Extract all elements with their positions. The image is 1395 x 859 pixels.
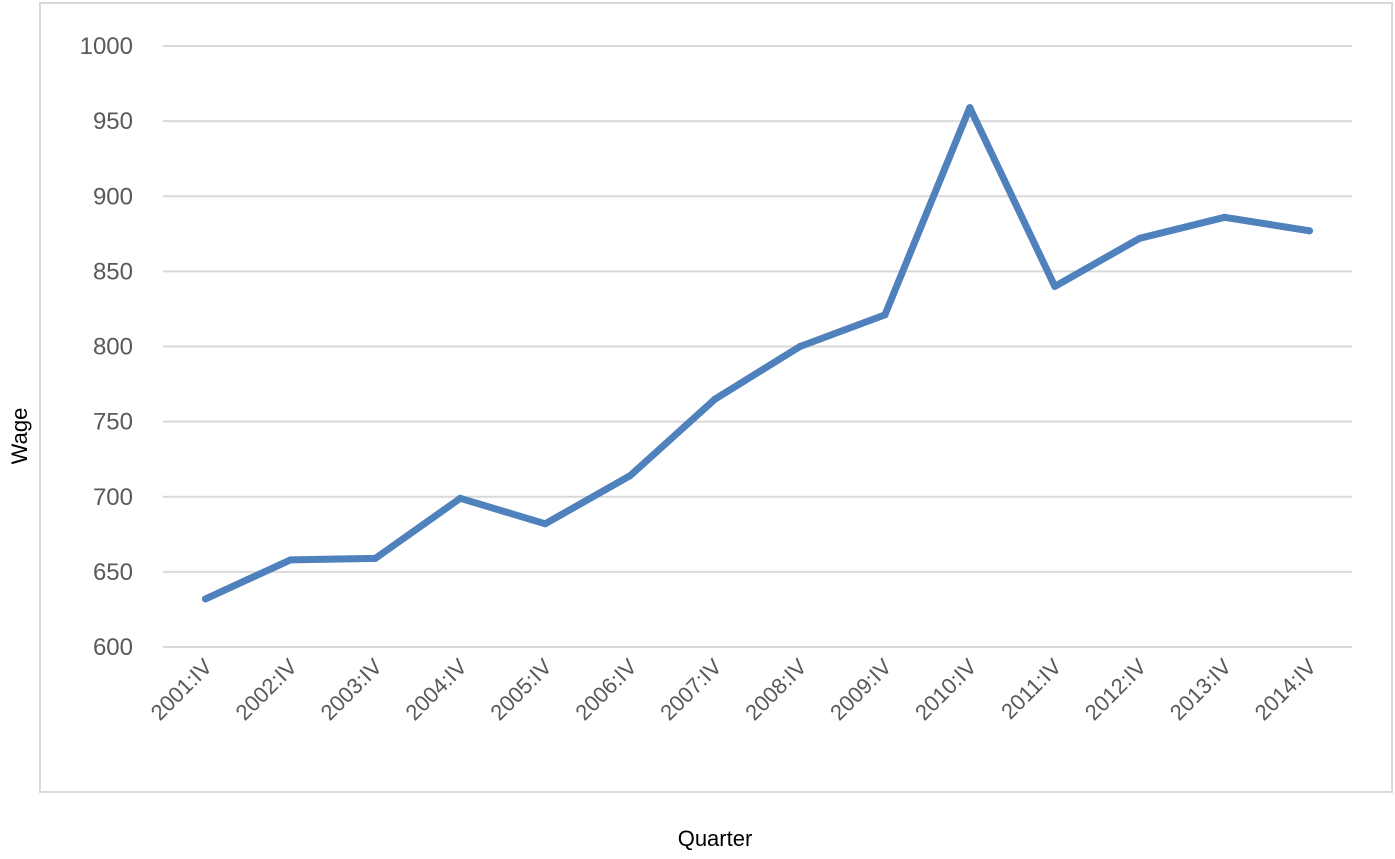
data-point bbox=[966, 104, 974, 112]
data-point bbox=[1306, 227, 1314, 235]
y-axis-tick-labels: 600 650 700 750 800 850 900 950 1000 bbox=[80, 33, 133, 661]
data-point bbox=[541, 520, 549, 528]
y-tick-label: 900 bbox=[93, 183, 133, 210]
data-point bbox=[201, 595, 209, 603]
x-axis-title: Quarter bbox=[678, 826, 753, 851]
data-point bbox=[1136, 234, 1144, 242]
y-tick-label: 800 bbox=[93, 334, 133, 361]
y-tick-label: 700 bbox=[93, 484, 133, 511]
y-tick-label: 600 bbox=[93, 634, 133, 661]
data-point bbox=[711, 395, 719, 403]
y-tick-label: 850 bbox=[93, 258, 133, 285]
data-point bbox=[626, 472, 634, 480]
series-line-0 bbox=[202, 104, 1313, 603]
y-tick-label: 1000 bbox=[80, 33, 133, 60]
y-tick-label: 750 bbox=[93, 409, 133, 436]
data-point bbox=[881, 311, 889, 319]
data-point bbox=[1221, 213, 1229, 221]
data-point bbox=[286, 556, 294, 564]
series-layer bbox=[201, 104, 1314, 603]
y-axis-title: Wage bbox=[7, 408, 32, 465]
data-point bbox=[1051, 282, 1059, 290]
gridlines bbox=[163, 45, 1352, 648]
y-tick-label: 950 bbox=[93, 108, 133, 135]
y-tick-label: 650 bbox=[93, 559, 133, 586]
data-point bbox=[456, 494, 464, 502]
data-point bbox=[371, 554, 379, 562]
data-point bbox=[796, 343, 804, 350]
